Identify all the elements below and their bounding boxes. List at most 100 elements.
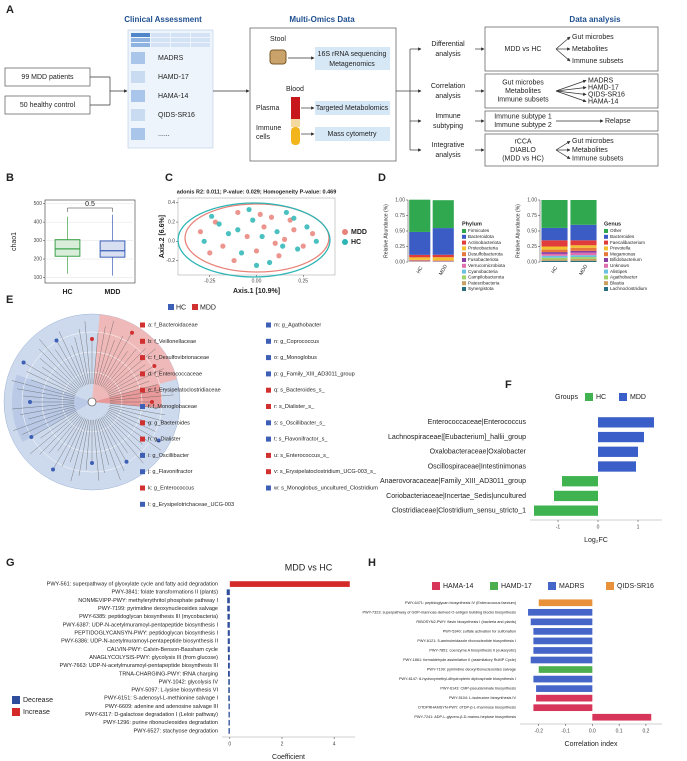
bar (228, 687, 230, 693)
category-label: PWY-1861: formaldehyde assimilation II (… (403, 658, 517, 662)
branch (109, 404, 165, 416)
branch (23, 395, 75, 401)
y-tick-label: 0.00 (527, 259, 537, 265)
branch (41, 366, 78, 392)
bar-segment (570, 224, 597, 241)
taxon-label: n: g_Coprococcus (274, 339, 319, 345)
y-tick-label: -0.2 (166, 258, 175, 264)
category-label: PEPTIDOGLYCANSYN-PWY: peptidoglycan bios… (74, 630, 218, 636)
y-axis-label: Relative Abundance (%) (383, 204, 389, 258)
table-cell (171, 33, 190, 37)
legend-label: Bacteroidota (468, 234, 494, 239)
legend-label: Lachnoclostridium (610, 286, 647, 291)
bar (562, 476, 598, 487)
chart-title: adonis R2: 0.011; P-value: 0.029; Homoge… (177, 189, 337, 195)
bar-segment (432, 257, 454, 261)
bar (228, 695, 230, 702)
arrow (555, 86, 587, 92)
taxon-label: i: g_Oscillibacter (148, 453, 189, 459)
taxon-label: o: g_Monoglobus (274, 355, 317, 361)
result-box (484, 73, 659, 109)
point (272, 240, 278, 246)
category-label: DTDPRHAMSYN-PWY: dTDP-β-L-rhamnose biosy… (418, 706, 516, 710)
taxon-swatch (266, 355, 271, 361)
legend-label: Increase (23, 709, 50, 716)
taxon-swatch (140, 355, 145, 361)
branch (106, 412, 161, 451)
x-tick-label: 0.00 (252, 278, 262, 284)
taxon-swatch (140, 501, 145, 507)
bar (534, 505, 598, 516)
arrow (555, 79, 587, 92)
x-tick-label: 0 (597, 524, 600, 530)
branch (105, 348, 156, 391)
result-output: Metabolites (572, 147, 608, 154)
branch (11, 380, 75, 398)
x-axis-label: Correlation index (565, 741, 618, 748)
point (291, 227, 297, 233)
bar (227, 654, 230, 661)
taxon-swatch (140, 436, 145, 442)
legend-swatch (12, 708, 20, 716)
legend-label: Decrease (23, 697, 53, 704)
row-marker (131, 109, 145, 121)
legend-label: Proteobacteria (468, 246, 498, 251)
taxon-label: e: f_Erysipelatoclostridiaceae (148, 388, 221, 394)
significance-bracket (67, 207, 113, 212)
legend-label: HAMA-14 (443, 583, 473, 590)
branch (29, 413, 79, 455)
branch (69, 418, 87, 463)
category-label: PWY-6527: stachyose degradation (134, 728, 219, 734)
taxon-swatch (266, 436, 271, 442)
method-box (315, 47, 390, 70)
method: Mass cytometry (327, 131, 377, 138)
legend-swatch (432, 582, 440, 590)
section-heading: Data analysis (569, 15, 621, 24)
x-tick-label: -0.25 (204, 278, 216, 284)
bar (226, 589, 230, 596)
bar-segment (541, 200, 568, 228)
branch (48, 415, 81, 454)
node (150, 400, 154, 404)
legend-swatch (462, 234, 466, 239)
branch (74, 337, 88, 385)
arrow (555, 90, 587, 96)
y-tick-label: 100 (34, 275, 43, 281)
branch (55, 349, 82, 388)
branch (61, 418, 85, 467)
bar-segment (570, 200, 597, 225)
legend-swatch (604, 258, 608, 262)
x-tick-label: 2 (281, 741, 284, 747)
arrow (555, 48, 571, 62)
branch (100, 417, 127, 462)
category-label: Anaerovoracaceae|Family_XIII_AD3011_grou… (380, 478, 526, 485)
x-tick-label: HC (550, 265, 559, 275)
panel-label: D (378, 172, 386, 184)
significance: 0.5 (85, 201, 95, 208)
branch (78, 329, 90, 385)
taxon-label: p: g_Family_XIII_AD3011_group (274, 371, 355, 377)
result-output: HAMD-17 (588, 84, 619, 91)
point (235, 209, 241, 216)
bar (536, 694, 593, 702)
analysis: Immune (435, 113, 460, 120)
branch (20, 404, 75, 415)
bar-segment (432, 254, 454, 258)
result-output: QIDS-SR16 (588, 91, 625, 98)
branch (57, 416, 82, 452)
y-tick-label: 0.0 (168, 239, 175, 245)
panel-label: B (6, 172, 14, 184)
branch (17, 388, 75, 400)
result-input: Metabolites (505, 88, 541, 95)
bar (598, 461, 636, 472)
legend-marker (342, 229, 348, 235)
taxon-label: w: s_Monoglobus_uncultured_Clostridium (273, 485, 378, 491)
bar (228, 728, 230, 734)
category-label: PWY-6147: 6-hydroxymethyl-dihydropterin … (399, 677, 516, 681)
bar-segment (541, 249, 568, 253)
branch (39, 339, 81, 389)
point (225, 231, 232, 237)
branch (94, 326, 106, 385)
point (295, 246, 301, 252)
branch (13, 407, 76, 431)
